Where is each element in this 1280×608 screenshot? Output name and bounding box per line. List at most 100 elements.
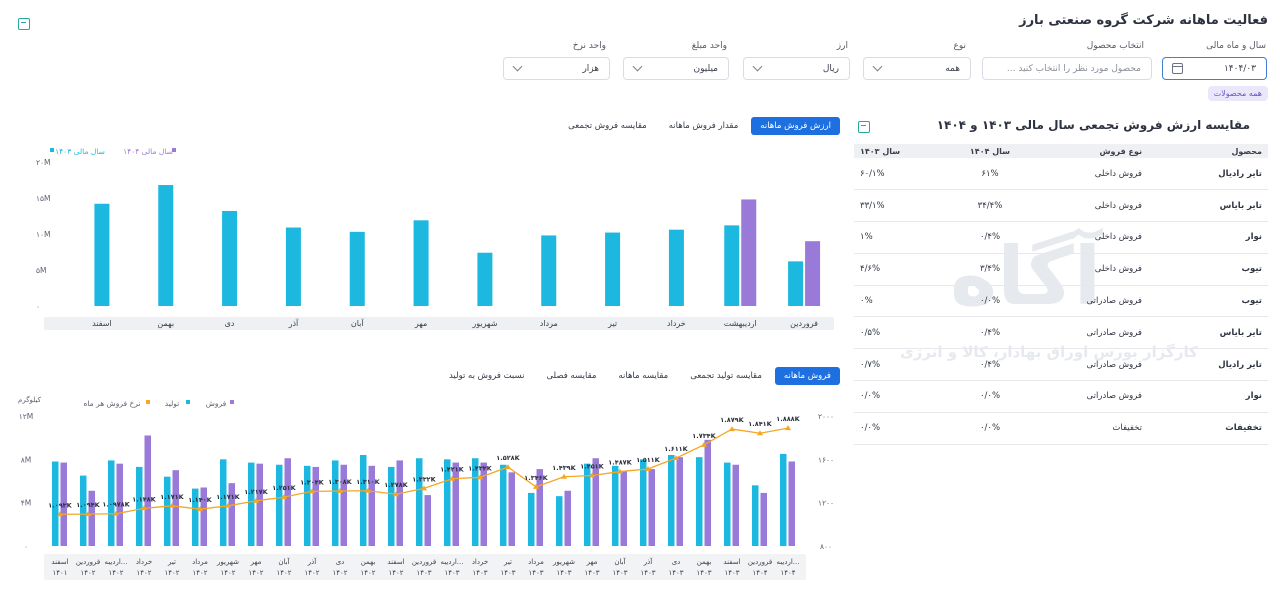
tab-cumulative-comparison[interactable]: مقایسه فروش تجمعی: [568, 121, 647, 131]
rate-data-label: ۱.۳۳۲K: [412, 475, 436, 483]
y-tick-label: ۰: [36, 302, 40, 311]
bar-production: [52, 461, 59, 546]
x-tick-label: مهر: [250, 558, 262, 566]
bar-sales: [88, 490, 95, 546]
cell-1403: ۶۰/۱%: [854, 158, 944, 191]
tab-monthly-sales-volume[interactable]: مقدار فروش ماهانه: [668, 121, 739, 131]
bar-production: [332, 460, 339, 546]
table-row: تایر رادیال فروش داخلی ۶۱% ۶۰/۱%: [854, 158, 1268, 191]
rate-data-label: ۱.۳۴۶K: [524, 474, 548, 482]
x-axis-band: [44, 317, 834, 330]
currency-select[interactable]: ریال: [743, 57, 850, 80]
rate-data-label: ۱.۰۹۴K: [76, 501, 100, 509]
rate-point: [505, 464, 511, 470]
cell-sale-type: فروش صادراتی: [1036, 316, 1148, 350]
rate-data-label: ۱.۶۱۱K: [664, 445, 688, 453]
comparison-title: مقایسه ارزش فروش تجمعی سال مالی ۱۴۰۳ و ۱…: [936, 118, 1250, 132]
bar-sales: [592, 458, 599, 546]
type-value: همه: [945, 64, 960, 74]
cell-1404: ۰/۴%: [944, 221, 1036, 254]
bar-production: [528, 492, 535, 546]
tab-sales-to-production[interactable]: نسبت فروش به تولید: [448, 371, 525, 381]
rate-unit-select[interactable]: هزار: [503, 57, 610, 80]
x-tick-label: آبان: [351, 318, 365, 328]
rate-data-label: ۱.۷۳۴K: [692, 432, 716, 440]
tab-monthly-sales-value[interactable]: ارزش فروش ماهانه: [751, 117, 840, 135]
top-chart-tabs: ارزش فروش ماهانه مقدار فروش ماهانه مقایس…: [559, 117, 840, 135]
cell-1403: ۴/۶%: [854, 253, 944, 286]
bar-sales: [648, 469, 655, 546]
tab-monthly-comparison[interactable]: مقایسه ماهانه: [618, 371, 669, 381]
bar-sales: [732, 464, 739, 546]
x-tick-label: فروردین: [412, 558, 436, 566]
cell-sale-type: تخفیفات: [1036, 412, 1148, 445]
rate-point: [449, 475, 455, 481]
rate-point: [421, 485, 427, 491]
bar-production: [752, 485, 759, 546]
rate-data-label: ۱.۴۸۷K: [608, 459, 632, 467]
cell-1403: ۰/۵%: [854, 316, 944, 350]
tab-monthly-sales[interactable]: فروش ماهانه: [774, 367, 840, 385]
rate-data-label: ۱.۲۷۸K: [384, 481, 408, 489]
type-select[interactable]: همه: [863, 57, 971, 80]
x-tick-label: اردیبه...: [441, 558, 464, 566]
rate-point: [365, 487, 371, 493]
rate-point: [113, 510, 119, 516]
cell-product: تیوب: [1148, 253, 1268, 286]
bar-production: [276, 464, 283, 546]
tab-cumulative-production[interactable]: مقایسه تولید تجمعی: [690, 371, 762, 381]
cell-sale-type: فروش صادراتی: [1036, 348, 1148, 382]
x-tick-label: آذر: [643, 557, 653, 566]
product-select[interactable]: محصول مورد نظر را انتخاب کنید ...: [982, 57, 1152, 80]
fiscal-date-picker[interactable]: ۱۴۰۴/۰۳: [1162, 57, 1267, 80]
rate-point: [785, 425, 791, 431]
bar-production: [304, 465, 311, 546]
rate-data-label: ۱.۱۷۱K: [216, 493, 240, 501]
bar-sales: [676, 457, 683, 546]
all-products-chip[interactable]: همه محصولات: [1207, 86, 1268, 101]
x-axis-band: [44, 554, 806, 580]
legend-swatch-1404: [172, 148, 176, 152]
amount-unit-select[interactable]: میلیون: [623, 57, 729, 80]
rate-data-label: ۱.۵۱۱K: [636, 456, 660, 464]
calendar-icon: [1172, 63, 1183, 74]
rate-point: [589, 472, 595, 478]
rate-data-label: ۱.۱۴۸K: [132, 495, 156, 503]
rate-point: [281, 494, 287, 500]
cell-sale-type: فروش داخلی: [1036, 189, 1148, 223]
bar-production: [248, 462, 255, 546]
x-tick-label: اسفند: [387, 558, 404, 566]
cell-product: نوار: [1148, 380, 1268, 413]
cell-1403: ۱%: [854, 221, 944, 254]
cell-1404: ۰/۰%: [944, 285, 1036, 318]
cell-product: تایر بایاس: [1148, 316, 1268, 350]
x-tick-label: آبان: [614, 557, 626, 566]
x-tick-label: اردیبهشت: [724, 319, 757, 328]
export-icon[interactable]: [858, 121, 870, 133]
table-row: تایر بایاس فروش صادراتی ۰/۴% ۰/۵%: [854, 316, 1268, 350]
x-tick-label: بهمن: [157, 319, 174, 328]
x-tick-label: اسفند: [51, 558, 68, 566]
bar-sales: [284, 458, 291, 546]
y-tick-label-right: ۸۰۰: [820, 542, 832, 551]
cell-1404: ۶۱%: [944, 158, 1036, 191]
rate-point: [729, 426, 735, 432]
tab-seasonal-comparison[interactable]: مقایسه فصلی: [546, 371, 597, 381]
y-tick-label-right: ۱۲۰۰: [818, 499, 834, 508]
cell-sale-type: فروش داخلی: [1036, 221, 1148, 254]
y-axis-label: کیلوگرم: [18, 395, 42, 404]
bar-sales: [312, 466, 319, 546]
x-tick-label-year: ۱۴۰۲: [136, 569, 151, 577]
cell-1404: ۳/۴%: [944, 253, 1036, 286]
table-row: تیوب فروش داخلی ۳/۴% ۴/۶%: [854, 253, 1268, 286]
x-tick-label-year: ۱۴۰۴: [752, 569, 767, 577]
legend-swatch-sales: [230, 400, 234, 404]
col-sale-type: نوع فروش: [1036, 144, 1148, 158]
legend-swatch-rate: [146, 400, 150, 404]
rate-data-label: ۱.۴۲۱K: [440, 466, 464, 474]
export-icon[interactable]: [18, 18, 30, 30]
x-tick-label-year: ۱۴۰۲: [192, 569, 207, 577]
x-tick-label-year: ۱۴۰۲: [248, 569, 263, 577]
type-label: نوع: [953, 41, 966, 51]
x-tick-label-year: ۱۴۰۲: [304, 569, 319, 577]
